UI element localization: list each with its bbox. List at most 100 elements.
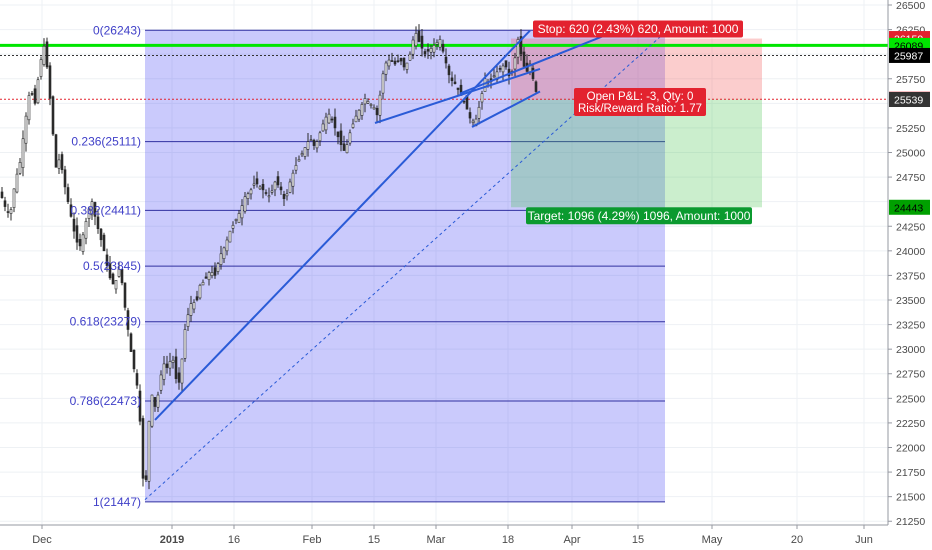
- candle-body: [402, 57, 406, 68]
- candle-body: [261, 183, 265, 191]
- candle-body: [414, 33, 418, 47]
- candle-body: [405, 62, 409, 70]
- price-badge: 25539: [889, 92, 930, 108]
- price-tick-label: 23500: [896, 295, 925, 307]
- candle-body: [228, 230, 232, 243]
- time-tick-label: 20: [791, 534, 803, 546]
- fib-level-label: 0.618(23279): [70, 315, 141, 329]
- price-badge-text: 25987: [894, 50, 923, 62]
- candle-body: [387, 59, 391, 67]
- candle-body: [249, 189, 253, 195]
- candle-body: [438, 39, 442, 48]
- candle-body: [189, 303, 193, 316]
- price-badge: 25987: [889, 47, 930, 63]
- candle-body: [6, 211, 10, 213]
- candle-body: [48, 65, 52, 99]
- candle-body: [288, 181, 292, 193]
- candle-body: [198, 284, 202, 299]
- price-tick-label: 22000: [896, 442, 925, 454]
- candle-body: [381, 73, 385, 94]
- time-tick-label: Jun: [855, 534, 873, 546]
- candle-body: [366, 101, 370, 104]
- candle-body: [0, 191, 4, 199]
- price-tick-label: 21500: [896, 492, 925, 504]
- candle-body: [27, 95, 31, 121]
- trendline[interactable]: [154, 29, 531, 421]
- candle-body: [252, 183, 256, 186]
- candle-body: [36, 79, 40, 104]
- candle-body: [51, 96, 55, 135]
- fib-level-label: 0.382(24411): [71, 203, 142, 217]
- price-axis[interactable]: 21250 21500 21750 22000 22250 22500 22750 23000…: [887, 0, 930, 528]
- candle-body: [267, 195, 271, 198]
- candle-body: [237, 213, 241, 223]
- short-position-tool[interactable]: [511, 38, 762, 208]
- candle-body: [138, 390, 142, 422]
- candle-body: [18, 162, 22, 174]
- candle-body: [132, 349, 136, 370]
- candle-body: [273, 181, 277, 191]
- candle-body: [447, 65, 451, 76]
- candle-body: [234, 219, 238, 221]
- target-label-bg: [526, 207, 752, 225]
- candle-body: [321, 123, 325, 132]
- candle-body: [243, 196, 247, 212]
- candle-body: [57, 159, 61, 169]
- price-tick-label: 22500: [896, 393, 925, 405]
- candle-body: [213, 267, 217, 276]
- candle-body: [96, 216, 100, 230]
- stop-label-bg: [533, 20, 743, 38]
- candle-body: [357, 109, 361, 120]
- candle-body: [375, 108, 379, 116]
- candle-body: [144, 475, 148, 480]
- price-tick-label: 25000: [896, 148, 925, 160]
- candle-body: [39, 59, 43, 77]
- candle-body: [42, 46, 46, 65]
- candle-body: [363, 98, 367, 105]
- candle-body: [477, 106, 481, 119]
- candle-body: [123, 282, 127, 308]
- trendline[interactable]: [374, 67, 541, 124]
- risk-reward-text: Risk/Reward Ratio: 1.77: [578, 103, 702, 115]
- trendline[interactable]: [471, 90, 541, 128]
- candle-body: [513, 57, 517, 70]
- candle-body: [444, 56, 448, 64]
- candle-body: [384, 62, 388, 75]
- time-tick-label: Dec: [32, 534, 52, 546]
- target-zone[interactable]: [511, 99, 762, 208]
- candle-body: [84, 221, 88, 239]
- candle-body: [225, 239, 229, 252]
- candle-body: [285, 193, 289, 197]
- fib-level-label: 1(21447): [93, 495, 141, 509]
- candle-body: [162, 363, 166, 380]
- candle-body: [129, 333, 133, 352]
- candle-body: [504, 60, 508, 68]
- candle-body: [453, 81, 457, 84]
- time-tick-label: 18: [502, 534, 514, 546]
- candle-body: [423, 51, 427, 55]
- price-tick-label: 26500: [896, 0, 925, 12]
- candle-body: [426, 49, 430, 52]
- price-badge-bg: [889, 47, 930, 63]
- time-tick-label: Apr: [563, 534, 580, 546]
- candle-body: [126, 310, 130, 330]
- time-tick-label: 15: [632, 534, 644, 546]
- fib-level-label: 0.786(22473): [70, 394, 141, 408]
- candle-body: [174, 356, 178, 379]
- candle-body: [207, 272, 211, 280]
- candle-body: [501, 65, 505, 73]
- candle-body: [69, 204, 73, 217]
- candle-body: [33, 88, 37, 104]
- candle-body: [195, 296, 199, 301]
- time-axis[interactable]: Dec 2019 16 Feb 15 Mar 18 Apr 15 May 20 Jun: [0, 524, 888, 546]
- candle-body: [318, 132, 322, 142]
- candle-body: [111, 273, 115, 285]
- trendline[interactable]: [459, 31, 613, 95]
- candle-body: [270, 190, 274, 193]
- candle-body: [399, 58, 403, 62]
- candle-body: [150, 394, 154, 427]
- candle-body: [108, 263, 112, 279]
- candle-body: [216, 263, 220, 272]
- candle-body: [102, 234, 106, 252]
